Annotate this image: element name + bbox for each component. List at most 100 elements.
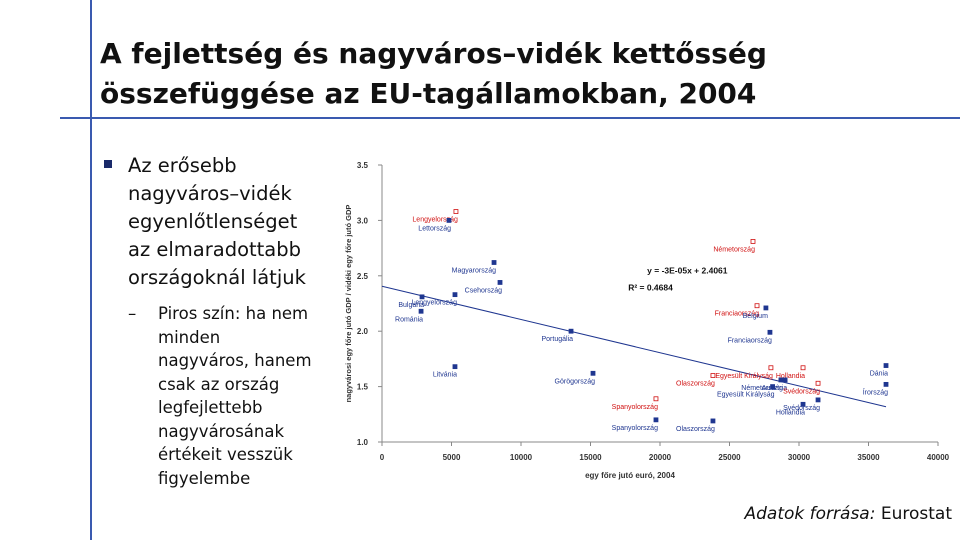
x-tick-label: 40000	[927, 453, 950, 462]
point	[782, 377, 788, 383]
point-label: Románia	[395, 316, 423, 323]
point	[453, 209, 459, 214]
point	[763, 305, 769, 311]
point	[497, 280, 503, 285]
point-label: Svédország	[783, 388, 820, 395]
point-label: Portugália	[542, 336, 574, 343]
text-line: országoknál látjuk	[128, 266, 306, 289]
point-label: Németország	[741, 385, 783, 392]
source: Adatok forrása: Eurostat	[745, 504, 952, 524]
point-label: Spanyolország	[612, 425, 658, 432]
sub-bullet: – Piros szín: ha nem minden nagyváros, hane…	[128, 302, 312, 490]
x-tick-label: 20000	[649, 453, 672, 462]
point-label: Spanyolország	[612, 404, 658, 411]
text-line: minden	[158, 327, 221, 347]
text-line: Az erősebb	[128, 154, 237, 177]
point-label: Németország	[713, 246, 755, 253]
point	[800, 365, 806, 371]
y-tick-label: 1.0	[357, 438, 369, 447]
text-line: figyelembe	[158, 468, 251, 488]
point-label: Csehország	[465, 287, 502, 294]
y-tick-label: 2.5	[357, 272, 369, 281]
text-line: az elmaradottabb	[128, 238, 302, 261]
point-label: Svédország	[783, 405, 820, 412]
point-label: Lengyelország	[412, 217, 458, 224]
x-tick-label: 0	[380, 453, 385, 462]
point	[419, 294, 425, 300]
point-label: Lettország	[418, 225, 451, 232]
x-tick-label: 35000	[857, 453, 880, 462]
point	[754, 303, 760, 309]
point-label: Dánia	[870, 371, 888, 378]
point-label: Belgium	[743, 313, 768, 320]
bullet-text: Az erősebb nagyváros–vidék egyenlőtlensége…	[128, 152, 306, 292]
x-tick-label: 15000	[579, 453, 602, 462]
source-label: Adatok forrása:	[744, 504, 876, 524]
point-label: Olaszország	[676, 381, 715, 388]
text-line: nagyvárosának	[158, 421, 285, 441]
text-line: összefüggése az EU-tagállamokban, 2004	[100, 77, 757, 110]
point	[710, 418, 716, 424]
point-label: Litvánia	[433, 372, 457, 379]
point	[815, 397, 821, 403]
x-axis-label: egy főre jutó euró, 2004	[585, 471, 675, 480]
trendline	[381, 285, 887, 408]
point	[815, 380, 821, 386]
text-line: nagyváros, hanem	[158, 351, 312, 370]
source-name: Eurostat	[880, 504, 952, 524]
trend-equation: y = -3E-05x + 2.4061	[647, 266, 728, 276]
point	[452, 364, 458, 370]
point-label: Görögország	[555, 378, 596, 385]
bullet: Az erősebb nagyváros–vidék egyenlőtlensége…	[104, 152, 306, 292]
point-label: Egyesült Királyság	[715, 373, 773, 380]
point	[767, 329, 773, 335]
point	[770, 384, 775, 390]
y-tick-label: 3.5	[357, 161, 369, 170]
y-tick-label: 2.0	[357, 327, 369, 336]
point-label: Franciaország	[715, 311, 759, 318]
point	[653, 396, 659, 402]
sub-bullet-text: Piros szín: ha nem minden nagyváros, hanem…	[158, 302, 312, 490]
point	[750, 239, 756, 244]
point-label: Bulgária	[398, 302, 424, 309]
point-label: Hollandia	[776, 373, 805, 380]
point-label: Magyarország	[452, 268, 496, 275]
y-axis-label: nagyvárosi egy főre jutó GDP / vidéki eg…	[344, 205, 353, 403]
trend-r2: R² = 0.4684	[628, 283, 673, 293]
point	[590, 370, 596, 376]
point	[653, 417, 659, 423]
point	[768, 365, 774, 371]
x-tick-label: 25000	[718, 453, 741, 462]
y-tick-label: 1.5	[357, 383, 369, 392]
point	[778, 377, 784, 383]
text-line: csak az ország	[158, 374, 280, 394]
text-line: nagyváros–vidék	[128, 182, 292, 205]
point	[446, 218, 452, 223]
x-tick-label: 5000	[443, 453, 461, 462]
text-line: A fejlettség és nagyváros–vidék kettőssé…	[100, 37, 767, 70]
point	[800, 401, 806, 407]
point-label: Franciaország	[728, 337, 772, 344]
x-tick-label: 30000	[788, 453, 811, 462]
decor-line	[90, 0, 92, 540]
point-label: Írország	[863, 387, 888, 396]
point	[710, 373, 716, 378]
point	[883, 363, 889, 368]
text-line: legfejlettebb	[158, 398, 263, 417]
chart: 1.0 1.5 2.0 2.5 3.0 3.5 0 5000 10000 15000 20000 25…	[344, 161, 950, 480]
dash: –	[128, 304, 137, 323]
text-line: Piros szín: ha nem	[158, 304, 309, 323]
point	[568, 328, 574, 334]
point-label: Hollandia	[776, 409, 805, 416]
point-label: Olaszország	[676, 426, 715, 433]
point	[452, 292, 458, 298]
point	[418, 308, 424, 314]
slide-title: A fejlettség és nagyváros–vidék kettőssé…	[100, 34, 767, 114]
decor-line	[60, 117, 960, 119]
y-tick-label: 3.0	[357, 216, 369, 225]
bullet-marker	[104, 160, 112, 168]
point	[491, 260, 497, 265]
text-line: értékeit vesszük	[158, 445, 293, 464]
point	[883, 381, 889, 387]
